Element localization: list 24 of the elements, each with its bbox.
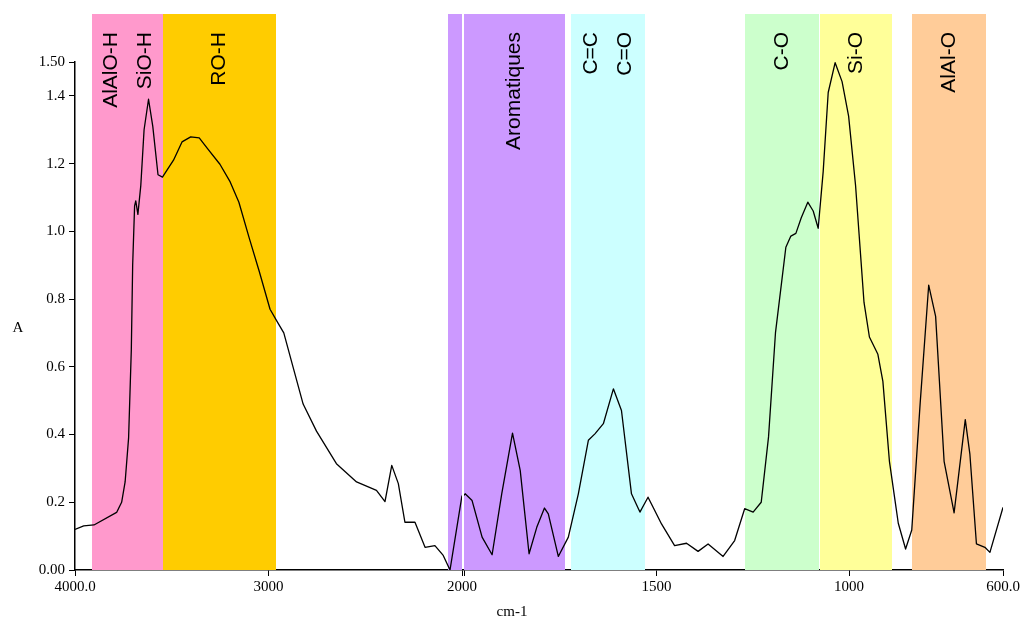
y-tick-label: 0.6 [46, 357, 66, 374]
x-tick-label: 4000.0 [54, 577, 96, 594]
band-label: C-O [768, 32, 792, 71]
band-label: Si-O [842, 32, 866, 74]
band-label: RO-H [205, 32, 229, 86]
y-tick-label: 1.0 [46, 222, 65, 239]
y-tick-label: 1.2 [46, 154, 65, 171]
band-label: Aromatiques [501, 32, 525, 150]
y-tick-label: 0.8 [46, 290, 65, 306]
y-tick-label: 0.4 [46, 425, 66, 442]
x-axis-title: cm-1 [496, 602, 528, 619]
y-axis-title: A [12, 318, 24, 335]
x-tick-label: 1000 [834, 577, 864, 594]
y-tick-label: 0.2 [46, 493, 65, 510]
x-tick-label: 600.0 [986, 577, 1020, 594]
x-tick-label: 3000 [253, 577, 284, 594]
y-tick-label: 0.00 [38, 560, 65, 577]
y-tick-label: 1.50 [38, 52, 65, 69]
band-label: C=C C=O [577, 32, 635, 76]
band-label: AlAl-O [936, 32, 960, 93]
x-tick-label: 1500 [641, 577, 672, 594]
x-tick-label: 2000 [447, 577, 477, 594]
band-label: AlAlO-H SiO-H [97, 32, 155, 108]
y-tick-label: 1.4 [46, 86, 66, 103]
